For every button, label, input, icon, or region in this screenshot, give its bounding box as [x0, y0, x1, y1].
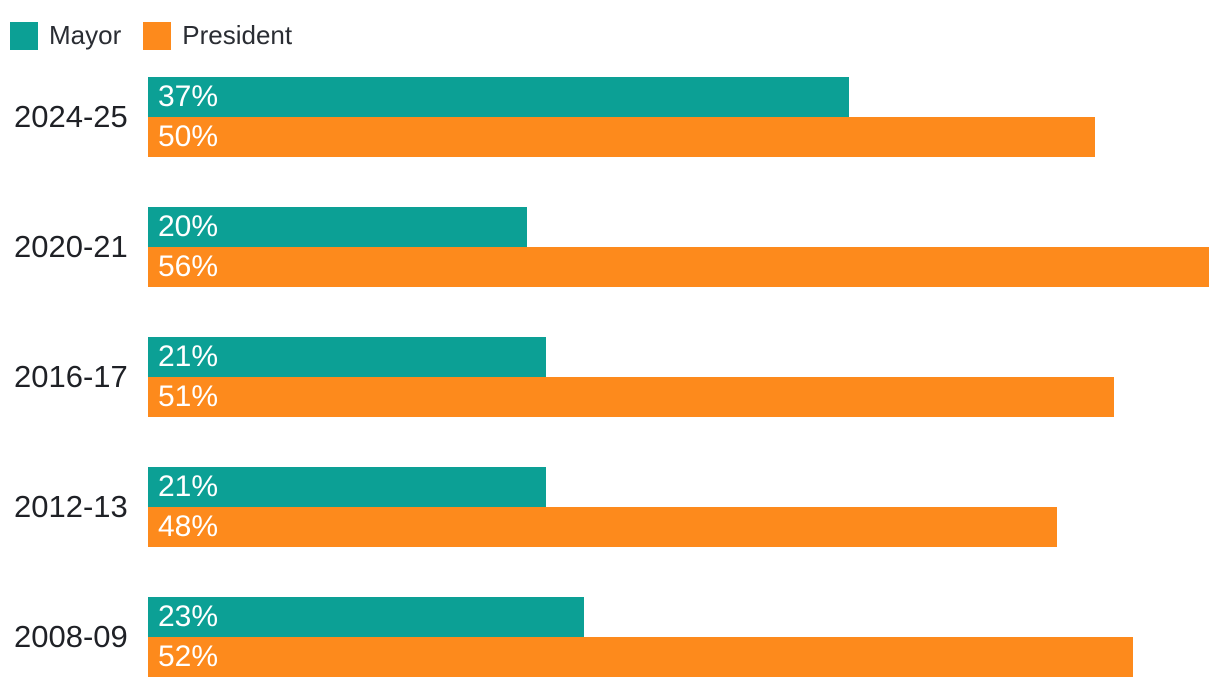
- bar-mayor-2008-09: 23%: [148, 597, 584, 637]
- bar-president-2012-13: 48%: [148, 507, 1058, 547]
- category-label: 2008-09: [14, 619, 128, 654]
- legend: Mayor President: [10, 20, 292, 51]
- bar-group-2012-13: 2012-13 21% 48%: [0, 467, 1220, 547]
- bar-value-label: 20%: [158, 210, 219, 243]
- bar-group-2020-21: 2020-21 20% 56%: [0, 207, 1220, 287]
- legend-item-president: President: [143, 20, 292, 51]
- bar-mayor-2024-25: 37%: [148, 77, 849, 117]
- legend-swatch-mayor: [10, 21, 38, 50]
- bar-president-2008-09: 52%: [148, 637, 1133, 677]
- bar-value-label: 48%: [158, 510, 219, 543]
- bar-value-label: 23%: [158, 600, 219, 633]
- bar-group-2024-25: 2024-25 37% 50%: [0, 77, 1220, 157]
- bar-pair: 21% 48%: [148, 467, 1220, 547]
- legend-label: Mayor: [49, 20, 122, 50]
- bar-pair: 23% 52%: [148, 597, 1220, 677]
- category-label: 2020-21: [14, 229, 128, 264]
- category-label: 2024-25: [14, 99, 128, 134]
- bar-group-2016-17: 2016-17 21% 51%: [0, 337, 1220, 417]
- bar-value-label: 21%: [158, 470, 219, 503]
- bar-president-2020-21: 56%: [148, 247, 1209, 287]
- category-label: 2016-17: [14, 359, 128, 394]
- bar-group-2008-09: 2008-09 23% 52%: [0, 597, 1220, 677]
- bar-mayor-2020-21: 20%: [148, 207, 527, 247]
- bar-value-label: 21%: [158, 340, 219, 373]
- bar-value-label: 52%: [158, 640, 219, 673]
- legend-item-mayor: Mayor: [10, 20, 121, 51]
- bar-value-label: 56%: [158, 250, 219, 283]
- bar-president-2024-25: 50%: [148, 117, 1095, 157]
- bar-mayor-2016-17: 21%: [148, 337, 546, 377]
- bar-pair: 21% 51%: [148, 337, 1220, 417]
- category-label: 2012-13: [14, 489, 128, 524]
- legend-swatch-president: [143, 21, 172, 50]
- bar-president-2016-17: 51%: [148, 377, 1114, 417]
- legend-label: President: [182, 20, 293, 50]
- plot-area: 2024-25 37% 50% 2020-21 20% 56% 2016-17 21% 51% 2…: [0, 77, 1220, 677]
- bar-value-label: 51%: [158, 380, 219, 413]
- bar-pair: 20% 56%: [148, 207, 1220, 287]
- bar-value-label: 50%: [158, 120, 219, 153]
- bar-mayor-2012-13: 21%: [148, 467, 546, 507]
- bar-pair: 37% 50%: [148, 77, 1220, 157]
- bar-value-label: 37%: [158, 80, 219, 113]
